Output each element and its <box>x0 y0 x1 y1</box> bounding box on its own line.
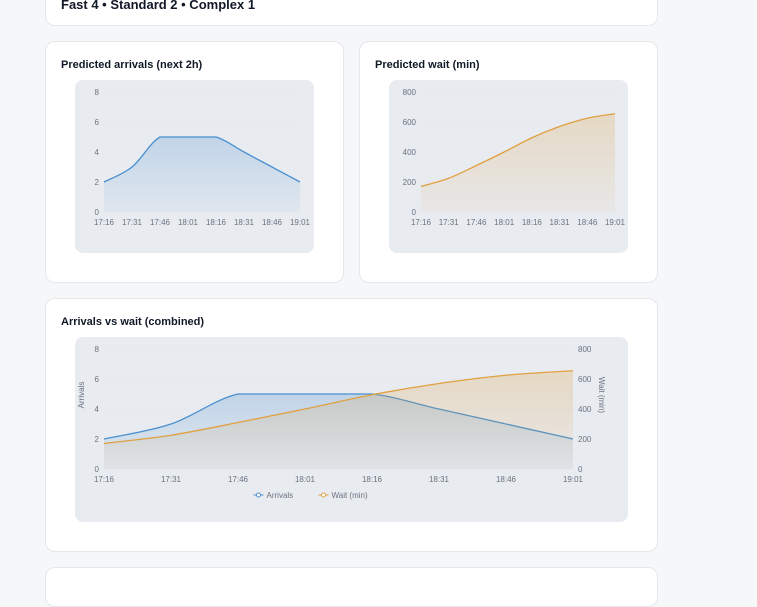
next-card <box>45 567 658 607</box>
combined-ylabel: Arrivals <box>77 382 86 409</box>
arrivals-xtick: 18:16 <box>206 218 227 227</box>
combined-xtick: 18:01 <box>295 475 316 484</box>
combined-xtick: 17:46 <box>228 475 249 484</box>
arrivals-xtick: 18:01 <box>178 218 199 227</box>
combined-ytick-right: 600 <box>578 375 592 384</box>
arrivals-xtick: 17:46 <box>150 218 171 227</box>
wait-xtick: 19:01 <box>605 218 626 227</box>
arrivals-ytick: 2 <box>95 178 100 187</box>
combined-area-1 <box>104 370 573 469</box>
wait-xtick: 17:46 <box>466 218 487 227</box>
arrivals-xtick: 19:01 <box>290 218 311 227</box>
charts-layer: 0 2 4 6 8 17:16 17:31 17:46 18:01 18:16 18:31 18:46… <box>77 88 626 500</box>
legend-item-1: Wait (min) <box>332 491 368 500</box>
arrivals-ytick: 0 <box>95 208 100 217</box>
wait-ytick: 800 <box>403 88 417 97</box>
wait-xtick: 18:16 <box>522 218 543 227</box>
combined-xtick: 19:01 <box>563 475 584 484</box>
combined-xtick: 17:31 <box>161 475 182 484</box>
combined-ylabel-right: Wait (min) <box>597 377 606 413</box>
arrivals-area-0 <box>104 137 300 212</box>
legend-marker <box>321 492 326 498</box>
wait-xtick: 18:46 <box>577 218 598 227</box>
legend-item-0: Arrivals <box>267 491 294 500</box>
arrivals-title: Predicted arrivals (next 2h) <box>61 59 203 71</box>
arrivals-xtick: 17:31 <box>122 218 143 227</box>
legend-marker <box>256 492 261 498</box>
combined-ytick-right: 200 <box>578 435 592 444</box>
wait-ytick: 200 <box>403 178 417 187</box>
wait-ytick: 400 <box>403 148 417 157</box>
combined-ytick: 6 <box>95 375 100 384</box>
combined-title: Arrivals vs wait (combined) <box>61 316 205 328</box>
arrivals-ytick: 8 <box>95 88 100 97</box>
arrivals-xtick: 17:16 <box>94 218 115 227</box>
combined-ytick: 8 <box>95 345 100 354</box>
combined-ytick-right: 800 <box>578 345 592 354</box>
wait-ytick: 600 <box>403 118 417 127</box>
summary-card: Fast 4 • Standard 2 • Complex 1 <box>45 0 658 26</box>
wait-ytick: 0 <box>412 208 417 217</box>
arrivals-ytick: 6 <box>95 118 100 127</box>
combined-xtick: 17:16 <box>94 475 115 484</box>
arrivals-xtick: 18:31 <box>234 218 255 227</box>
wait-xtick: 17:31 <box>439 218 460 227</box>
wait-xtick: 18:01 <box>494 218 515 227</box>
combined-xtick: 18:31 <box>429 475 450 484</box>
wait-line-0 <box>420 113 616 188</box>
combined-ytick: 0 <box>95 465 100 474</box>
combined-ytick: 4 <box>95 405 100 414</box>
combined-xtick: 18:16 <box>362 475 383 484</box>
wait-xtick: 17:16 <box>411 218 432 227</box>
combined-ytick: 2 <box>95 435 100 444</box>
arrivals-xtick: 18:46 <box>262 218 283 227</box>
combined-xtick: 18:46 <box>496 475 517 484</box>
combined-ytick-right: 400 <box>578 405 592 414</box>
wait-title: Predicted wait (min) <box>375 59 480 71</box>
arrivals-ytick: 4 <box>95 148 100 157</box>
combined-ytick-right: 0 <box>578 465 583 474</box>
wait-xtick: 18:31 <box>550 218 571 227</box>
arrivals-line-0 <box>103 136 301 183</box>
wait-area-0 <box>421 113 615 212</box>
combined-line-1 <box>103 370 574 445</box>
summary-text: Fast 4 • Standard 2 • Complex 1 <box>61 0 256 12</box>
